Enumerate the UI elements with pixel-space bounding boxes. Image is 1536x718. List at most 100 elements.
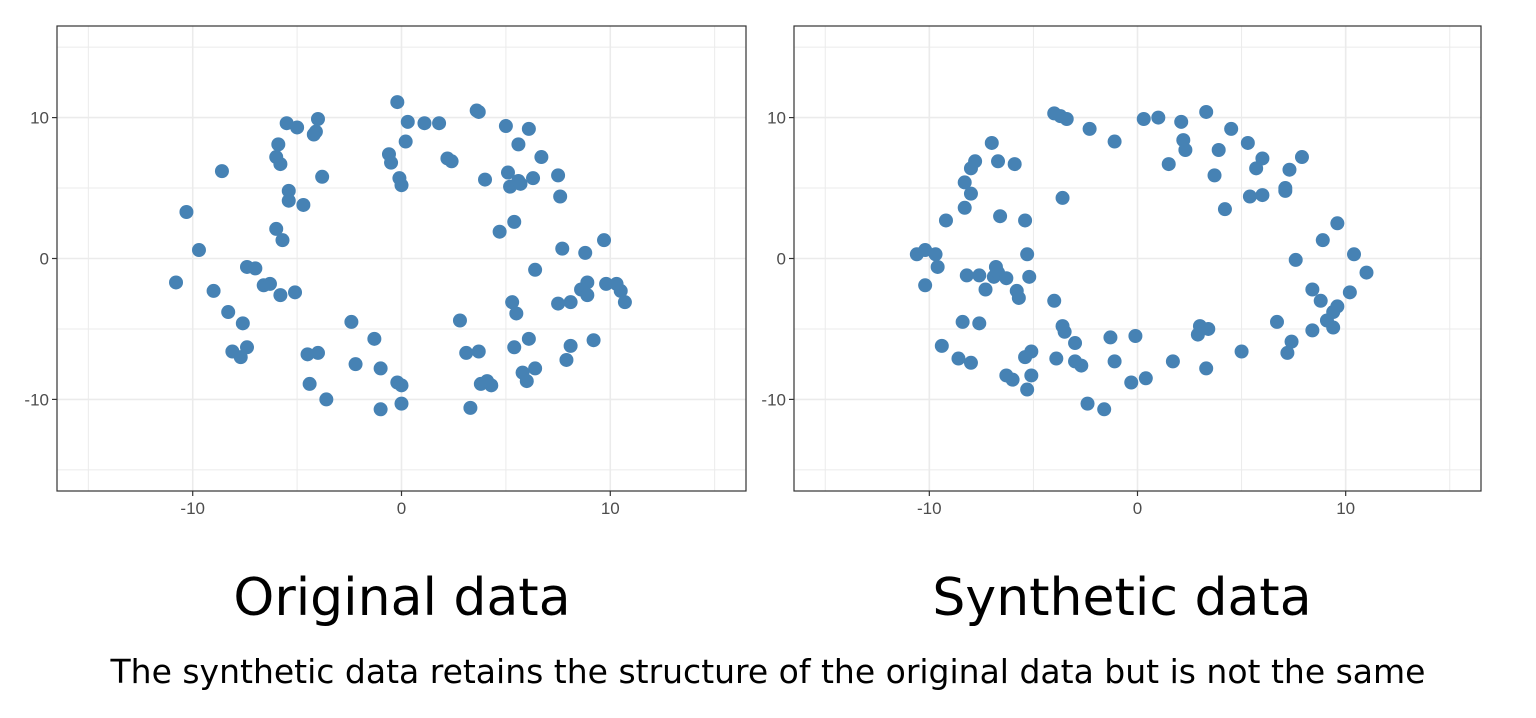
- data-point: [1138, 371, 1153, 386]
- y-tick-label: 0: [40, 250, 49, 269]
- x-tick-label: -10: [180, 499, 205, 518]
- data-point: [235, 316, 250, 331]
- data-point: [1313, 293, 1328, 308]
- data-point: [1342, 285, 1357, 300]
- data-point: [978, 282, 993, 297]
- scatter-plots: -10 0 10 -10 0 10 -10 0 10 -10 0 10: [24, 25, 1482, 518]
- data-point: [1280, 345, 1295, 360]
- data-point: [1347, 247, 1362, 262]
- data-point: [519, 374, 534, 389]
- data-point: [471, 344, 486, 359]
- data-point: [1022, 269, 1037, 284]
- data-point: [1294, 150, 1309, 165]
- data-point: [1018, 213, 1033, 228]
- data-point: [528, 262, 543, 277]
- data-point: [271, 137, 286, 152]
- data-point: [930, 259, 945, 274]
- data-point: [999, 271, 1014, 286]
- y-tick-label: 10: [30, 109, 49, 128]
- data-point: [1020, 247, 1035, 262]
- data-point: [1103, 330, 1118, 345]
- data-point: [248, 261, 263, 276]
- data-point: [300, 347, 315, 362]
- x-tick-label: 10: [1336, 499, 1355, 518]
- data-point: [273, 288, 288, 303]
- data-point: [432, 116, 447, 131]
- x-tick-label: 10: [601, 499, 620, 518]
- data-point: [1269, 314, 1284, 329]
- y-tick-label: -10: [761, 390, 786, 409]
- data-point: [513, 176, 528, 191]
- data-point: [1128, 329, 1143, 343]
- data-point: [1199, 361, 1214, 376]
- data-point: [1315, 233, 1330, 248]
- data-point: [1161, 157, 1176, 172]
- data-point: [1047, 293, 1062, 308]
- data-point: [526, 171, 541, 186]
- data-point: [1255, 188, 1270, 203]
- data-point: [484, 378, 499, 393]
- data-point: [1199, 104, 1214, 119]
- data-point: [239, 340, 254, 355]
- data-point: [1255, 151, 1270, 166]
- data-point: [1330, 216, 1345, 231]
- data-point: [1282, 162, 1297, 177]
- caption-synthetic-data: Synthetic data: [932, 568, 1312, 628]
- data-point: [398, 134, 413, 149]
- plot-original-data: -10 0 10 -10 0 10: [24, 25, 747, 518]
- data-point: [310, 345, 325, 360]
- data-point: [169, 275, 184, 290]
- data-point: [1068, 336, 1083, 351]
- data-point: [613, 283, 628, 298]
- data-point: [1234, 344, 1249, 359]
- caption-original-data: Original data: [233, 568, 571, 628]
- data-point: [1305, 282, 1320, 297]
- data-point: [984, 135, 999, 150]
- data-point: [963, 186, 978, 201]
- data-point: [1359, 265, 1374, 280]
- data-point: [563, 338, 578, 353]
- data-point: [1165, 354, 1180, 369]
- data-point: [957, 200, 972, 215]
- data-point: [521, 121, 536, 136]
- data-point: [1305, 323, 1320, 338]
- data-point: [179, 205, 194, 219]
- data-point: [1330, 299, 1345, 314]
- data-point: [1011, 290, 1026, 305]
- data-point: [599, 276, 614, 291]
- data-point: [559, 352, 574, 367]
- data-point: [1080, 396, 1095, 411]
- data-point: [1326, 320, 1341, 335]
- data-point: [511, 137, 526, 152]
- data-point: [394, 178, 409, 193]
- data-point: [269, 221, 284, 236]
- data-point: [1207, 168, 1222, 183]
- data-point: [1020, 382, 1035, 397]
- data-point: [580, 288, 595, 303]
- data-point: [918, 278, 933, 293]
- data-point: [963, 355, 978, 370]
- data-point: [290, 120, 305, 135]
- data-point: [373, 361, 388, 376]
- data-point: [1124, 375, 1139, 390]
- data-point: [394, 378, 409, 393]
- data-point: [191, 243, 206, 258]
- data-point: [478, 172, 493, 187]
- data-point: [991, 154, 1006, 169]
- data-point: [394, 396, 409, 411]
- data-point: [505, 295, 520, 310]
- data-point: [444, 154, 459, 169]
- data-point: [1242, 189, 1257, 204]
- data-point: [993, 209, 1008, 224]
- data-point: [373, 402, 388, 417]
- data-point: [221, 305, 236, 320]
- data-point: [957, 175, 972, 190]
- data-point: [934, 338, 949, 353]
- data-point: [463, 400, 478, 415]
- data-point: [367, 331, 382, 346]
- data-point: [1284, 334, 1299, 349]
- data-point: [1057, 324, 1072, 339]
- data-point: [1288, 252, 1303, 267]
- data-point: [1107, 354, 1122, 369]
- data-point: [1151, 110, 1166, 125]
